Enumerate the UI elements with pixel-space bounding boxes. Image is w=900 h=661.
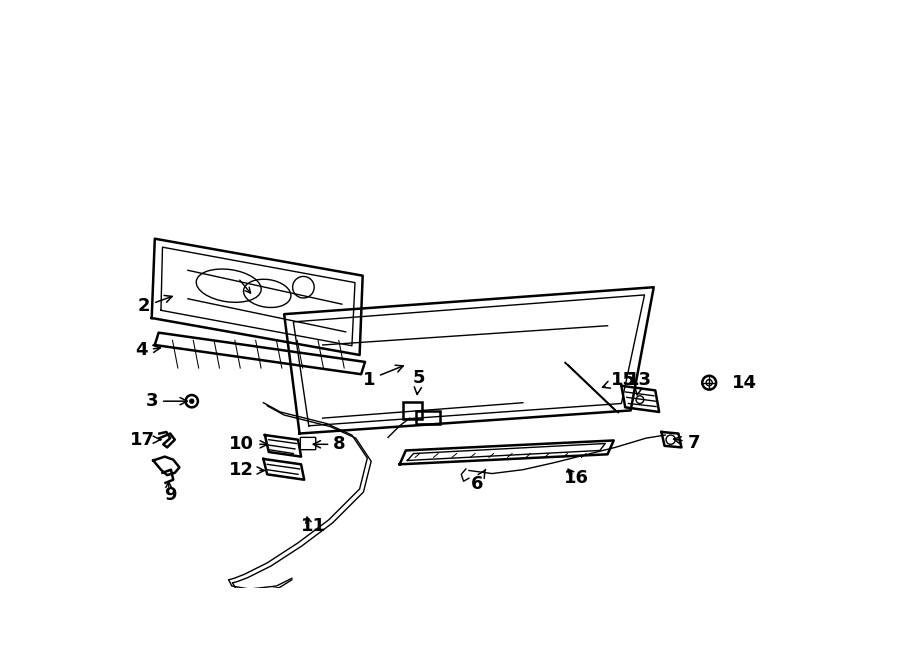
Text: 15: 15	[602, 371, 635, 389]
Text: 4: 4	[135, 341, 160, 360]
Text: 12: 12	[230, 461, 265, 479]
Text: 16: 16	[564, 469, 590, 487]
Text: 13: 13	[627, 371, 652, 395]
Text: 1: 1	[363, 366, 403, 389]
Text: 6: 6	[471, 469, 486, 492]
Text: 14: 14	[733, 373, 757, 392]
Text: 7: 7	[673, 434, 700, 451]
Text: 2: 2	[138, 295, 172, 315]
Text: 10: 10	[230, 436, 267, 453]
Circle shape	[189, 399, 194, 403]
Text: 3: 3	[146, 392, 187, 410]
Text: 5: 5	[412, 369, 425, 395]
Text: 9: 9	[164, 486, 176, 504]
Text: 11: 11	[301, 517, 326, 535]
Text: 17: 17	[130, 431, 161, 449]
Text: 8: 8	[313, 436, 346, 453]
